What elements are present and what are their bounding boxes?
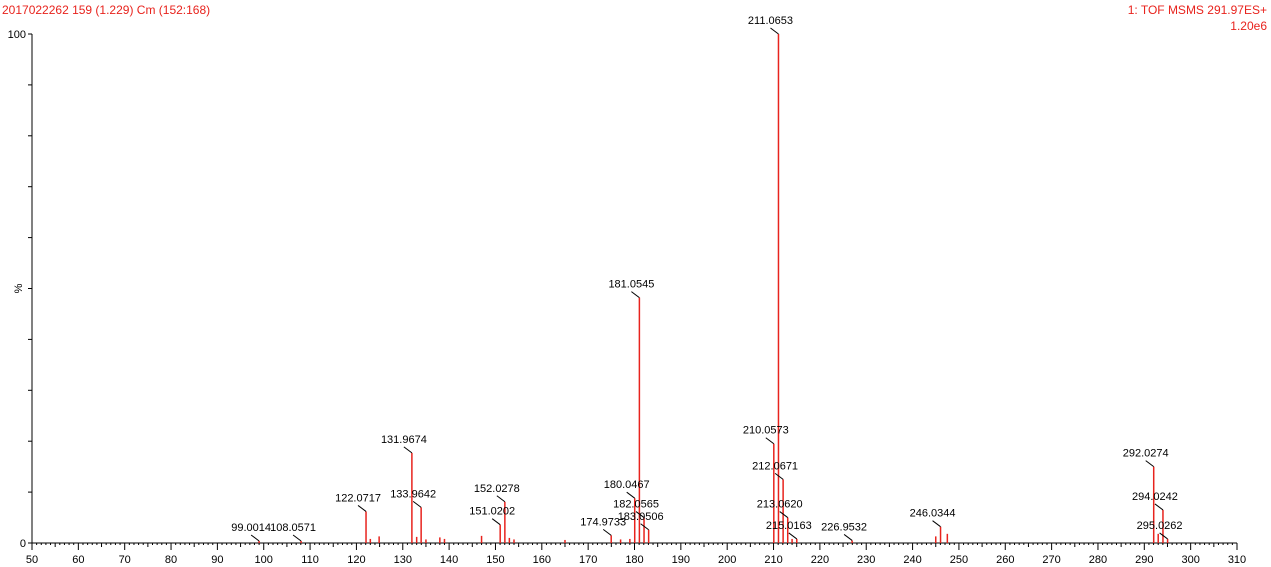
peak-leader [770, 27, 779, 35]
axes: 0 100% 50 60 70 80 90 100 110 120 130 140 150 160 170 1… [8, 29, 1247, 566]
peak-leader [292, 534, 302, 542]
y-axis-label: % [13, 283, 25, 293]
peak-label: 133.9642 [390, 488, 436, 500]
peak-label: 152.0278 [474, 483, 520, 495]
peak-label: 122.0717 [335, 492, 381, 504]
x-tick-label: 60 [72, 554, 84, 566]
x-tick-label: 150 [486, 554, 504, 566]
y-tick-label: 100 [8, 29, 26, 41]
y-tick-label: 0 [20, 538, 26, 550]
x-tick-label: 50 [26, 554, 38, 566]
peak-label: 174.9733 [580, 516, 626, 528]
peak-leader [932, 520, 941, 528]
peak-label: 182.0565 [613, 499, 659, 511]
peak-label: 292.0274 [1123, 448, 1169, 460]
x-tick-label: 160 [533, 554, 551, 566]
peak-leader [774, 472, 784, 480]
peak-label: 151.0202 [469, 506, 515, 518]
peak-leader [1159, 532, 1168, 540]
peak-leader [765, 437, 775, 445]
x-tick-label: 270 [1042, 554, 1060, 566]
peak-label: 212.0671 [752, 460, 798, 472]
x-tick-label: 80 [165, 554, 177, 566]
x-tick-label: 190 [672, 554, 690, 566]
x-tick-label: 100 [255, 554, 273, 566]
peak-leader [491, 518, 501, 526]
x-tick-label: 140 [440, 554, 458, 566]
scan-header: 2017022262 159 (1.229) Cm (152:168) [2, 3, 211, 17]
peak-label: 181.0545 [608, 279, 654, 291]
x-tick-label: 120 [347, 554, 365, 566]
peak-label: 211.0653 [748, 15, 793, 27]
x-tick-label: 290 [1135, 554, 1153, 566]
peak-leader [1154, 503, 1164, 511]
x-tick-label: 240 [903, 554, 921, 566]
x-tick-label: 200 [718, 554, 736, 566]
x-tick-label: 260 [996, 554, 1014, 566]
x-tick-label: 230 [857, 554, 875, 566]
x-tick-label: 300 [1181, 554, 1199, 566]
peak-label: 295.0262 [1137, 520, 1183, 532]
peak-leader [602, 528, 612, 536]
peak-leader [403, 446, 413, 454]
peak-leader [843, 534, 853, 541]
x-tick-label: 310 [1228, 554, 1246, 566]
x-tick-label: 130 [394, 554, 412, 566]
experiment-header: 1: TOF MSMS 291.97ES+ [1127, 3, 1267, 17]
peak-leader [1145, 460, 1155, 468]
peak-leader [412, 500, 422, 508]
intensity-scale: 1.20e6 [1230, 19, 1267, 33]
x-tick-label: 90 [211, 554, 223, 566]
peak-label: 99.0014 [231, 522, 271, 534]
peak-leader [788, 532, 798, 540]
peak-label: 131.9674 [381, 434, 427, 446]
peak-leader [640, 523, 649, 531]
peak-label: 226.9532 [821, 521, 867, 533]
x-tick-label: 110 [301, 554, 319, 566]
peak-leader [631, 291, 640, 299]
peak-leader [626, 491, 636, 499]
peaks [258, 34, 1169, 543]
peak-leader [496, 495, 506, 503]
peak-label: 213.0620 [757, 499, 803, 511]
x-tick-label: 70 [119, 554, 131, 566]
x-tick-label: 180 [625, 554, 643, 566]
peak-label: 215.0163 [766, 520, 812, 532]
peak-label: 108.0571 [270, 522, 316, 534]
x-tick-label: 280 [1089, 554, 1107, 566]
x-tick-label: 250 [950, 554, 968, 566]
peak-label: 294.0242 [1132, 491, 1178, 503]
peak-leader [250, 534, 260, 542]
peak-labels: 99.0014 108.0571 122.0717 131.9674 133.9642 1… [231, 15, 1183, 542]
x-tick-label: 220 [811, 554, 829, 566]
peak-label: 246.0344 [910, 508, 956, 520]
peak-label: 180.0467 [604, 479, 650, 491]
peak-label: 183.0506 [618, 511, 664, 523]
peak-label: 210.0573 [743, 425, 789, 437]
x-tick-label: 210 [764, 554, 782, 566]
peak-leader [779, 511, 789, 518]
peak-leader [357, 505, 367, 512]
peak-leader [635, 511, 645, 518]
x-tick-label: 170 [579, 554, 597, 566]
